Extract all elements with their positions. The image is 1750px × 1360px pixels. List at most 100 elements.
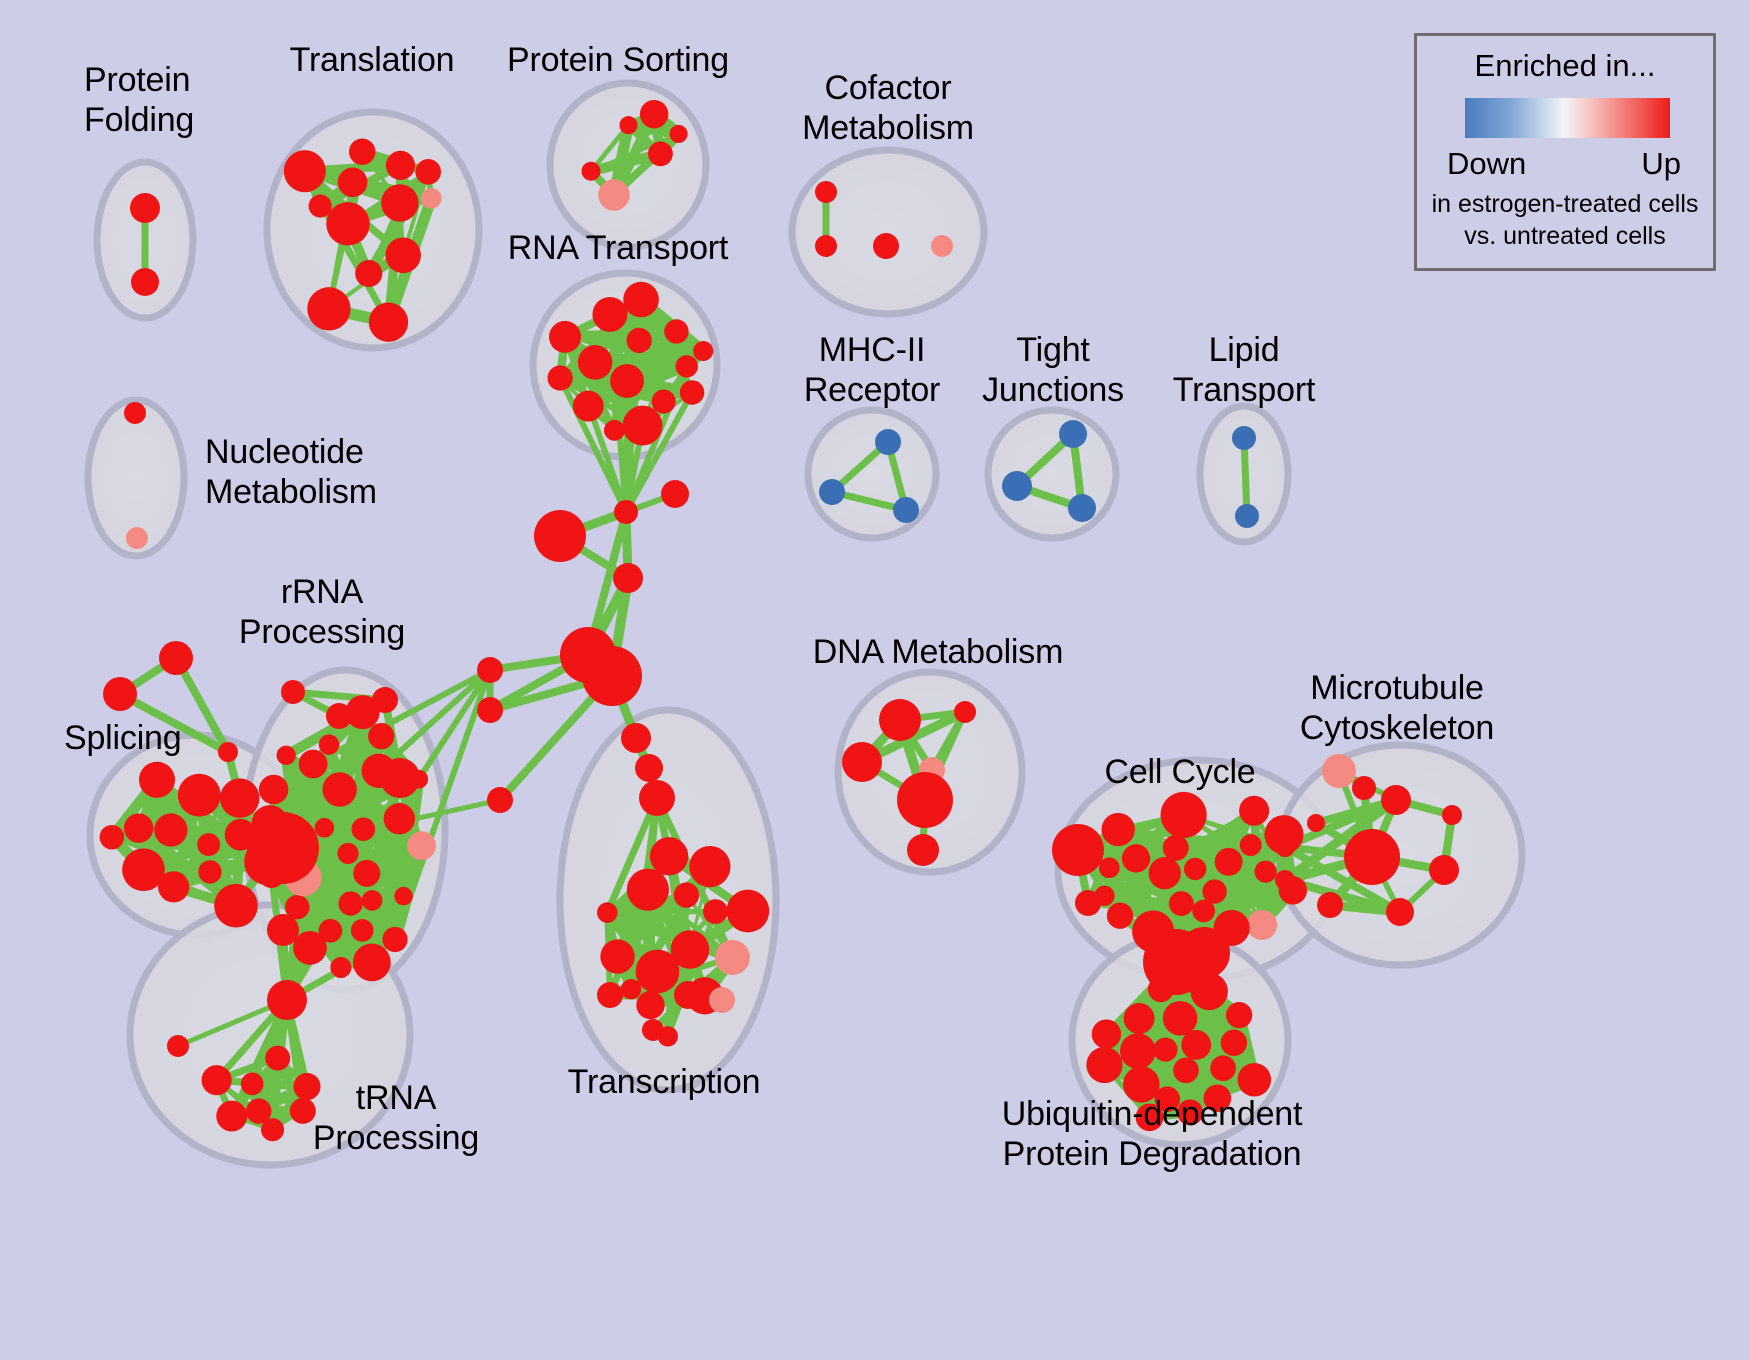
network-edge — [116, 690, 232, 756]
network-node — [1123, 1003, 1155, 1034]
legend-down-label: Down — [1447, 146, 1527, 181]
network-node — [477, 657, 503, 683]
network-node — [122, 848, 165, 892]
network-node — [1162, 1000, 1198, 1036]
network-node — [394, 886, 413, 906]
network-node — [661, 480, 689, 508]
network-node — [415, 159, 441, 185]
network-node — [276, 745, 296, 765]
network-node — [198, 860, 222, 884]
network-node — [1220, 1029, 1248, 1056]
network-node — [1177, 1099, 1204, 1126]
network-edge — [310, 667, 493, 768]
network-node — [318, 918, 343, 943]
network-node — [382, 926, 408, 953]
network-edge — [363, 166, 434, 279]
network-node — [547, 365, 573, 391]
network-node — [353, 859, 381, 887]
network-node — [330, 956, 352, 978]
network-node — [689, 845, 731, 888]
network-node — [875, 429, 901, 455]
network-node — [267, 980, 307, 1020]
network-node — [420, 188, 442, 209]
network-edge — [603, 794, 661, 917]
network-node — [1075, 890, 1101, 916]
cluster-label-rna-transport: RNA Transport — [507, 229, 729, 267]
network-node — [1121, 844, 1151, 873]
network-node — [487, 787, 513, 813]
network-node — [326, 202, 370, 246]
network-node — [577, 345, 613, 380]
network-node — [1210, 1055, 1236, 1082]
network-node — [337, 842, 359, 865]
network-node — [381, 184, 419, 222]
network-node — [614, 500, 638, 524]
network-node — [247, 812, 319, 884]
network-node — [293, 1072, 321, 1101]
network-node — [350, 919, 374, 942]
network-node — [610, 364, 645, 398]
network-node — [281, 680, 305, 704]
network-node — [1002, 471, 1032, 501]
legend-title: Enriched in... — [1474, 48, 1656, 83]
network-node — [103, 677, 137, 711]
network-node — [709, 987, 735, 1013]
network-node — [131, 268, 159, 296]
network-node — [897, 772, 953, 828]
network-node — [592, 296, 628, 332]
network-node — [620, 978, 642, 1000]
legend-up-label: Up — [1641, 146, 1681, 181]
network-node — [383, 803, 416, 835]
network-node — [124, 402, 146, 424]
network-node — [477, 697, 503, 723]
network-node — [154, 813, 188, 847]
cluster-label-microtubule-cytoskeleton: Microtubule Cytoskeleton — [1299, 669, 1495, 747]
network-node — [1184, 857, 1207, 881]
network-node — [355, 259, 383, 288]
network-node — [1386, 898, 1414, 926]
network-node — [337, 167, 368, 198]
network-node — [600, 939, 635, 974]
network-node — [267, 914, 299, 946]
network-node — [1214, 847, 1243, 876]
legend-box: Enriched in... Down Up in estrogen-treat… — [1414, 33, 1716, 271]
cluster-label-cell-cycle: Cell Cycle — [1104, 753, 1256, 791]
network-node — [1052, 824, 1104, 876]
cluster-label-protein-folding: Protein Folding — [84, 61, 195, 139]
network-node — [1086, 1046, 1123, 1084]
network-node — [651, 389, 676, 414]
network-node — [842, 742, 882, 782]
network-node — [636, 990, 665, 1020]
network-node — [674, 981, 702, 1009]
network-node — [385, 150, 416, 181]
network-node — [1154, 1086, 1181, 1112]
network-edge — [375, 667, 493, 774]
network-node — [1181, 1030, 1212, 1060]
network-node — [283, 150, 326, 193]
network-node — [879, 699, 921, 741]
network-node — [1225, 1001, 1253, 1029]
cluster-label-protein-sorting: Protein Sorting — [507, 41, 729, 79]
network-node — [126, 527, 148, 549]
network-node — [1322, 754, 1356, 788]
network-node — [99, 824, 125, 850]
network-node — [581, 161, 601, 181]
network-edge — [172, 654, 232, 756]
network-node — [1429, 855, 1459, 885]
network-node — [285, 894, 310, 920]
cluster-ellipse — [984, 406, 1120, 542]
network-edge — [623, 389, 696, 515]
network-node — [693, 340, 714, 362]
network-node — [1232, 426, 1256, 450]
cluster-label-nucleotide-metabolism: Nucleotide Metabolism — [205, 433, 377, 511]
network-node — [1202, 879, 1227, 904]
network-node — [1317, 892, 1343, 918]
network-node — [1148, 856, 1181, 890]
network-node — [819, 479, 845, 505]
network-node — [1381, 785, 1411, 815]
network-node — [703, 899, 728, 925]
network-node — [345, 695, 380, 730]
network-node — [1160, 791, 1207, 839]
